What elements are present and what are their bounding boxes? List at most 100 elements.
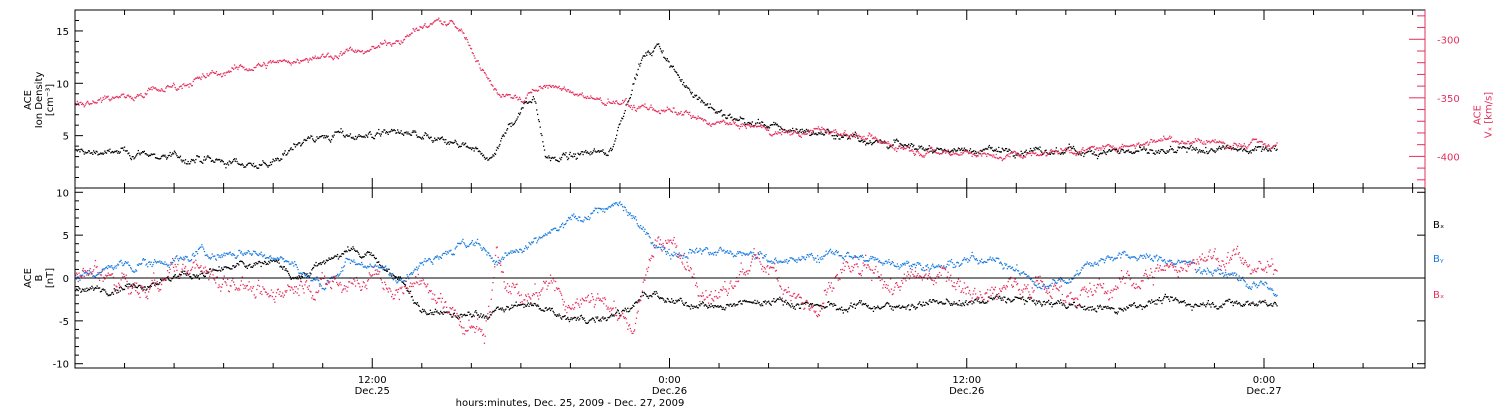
bx-point — [551, 307, 553, 310]
vx-speed-point — [573, 93, 575, 95]
ion-density-point — [726, 117, 729, 119]
bx-point — [1272, 303, 1275, 305]
by-point — [193, 255, 195, 257]
ion-density-point — [75, 149, 77, 151]
bx-point — [458, 315, 460, 317]
vx-speed-point — [321, 54, 323, 56]
ion-density-point — [579, 153, 582, 155]
bx-point — [218, 266, 220, 268]
by-point — [77, 276, 79, 278]
by-point — [549, 232, 552, 234]
ion-density-point — [366, 135, 368, 137]
vx-speed-point — [1170, 136, 1173, 138]
by-point — [353, 259, 355, 261]
bx-point — [1096, 305, 1099, 307]
vx-speed-point — [461, 30, 463, 32]
bx-point — [316, 265, 318, 267]
bx-point — [333, 256, 335, 258]
bx-point — [625, 309, 627, 311]
ion-density-point — [616, 134, 618, 136]
vx-speed-point — [506, 94, 509, 96]
ion-density-point — [755, 122, 757, 124]
bx-point — [609, 316, 611, 318]
ion-density-point — [603, 152, 605, 154]
vx-speed-point — [671, 110, 673, 112]
vx-speed-point — [419, 25, 421, 28]
vx-speed-point — [655, 110, 657, 112]
bx-point — [928, 300, 930, 302]
by-point — [578, 216, 580, 218]
ion-density-point — [401, 133, 403, 135]
by-point — [589, 217, 591, 219]
vx-speed-point — [97, 99, 99, 102]
vx-speed-point — [1054, 149, 1057, 152]
ion-density-point — [811, 133, 814, 135]
ion-density-point — [936, 147, 938, 149]
bx-point — [1213, 306, 1215, 308]
vx-speed-point — [1088, 147, 1090, 149]
ion-density-point — [873, 141, 875, 144]
by-point — [423, 260, 425, 262]
ion-density-point — [629, 97, 631, 99]
by-point — [604, 211, 606, 213]
vx-speed-point — [757, 125, 759, 127]
ion-density-point — [656, 43, 658, 45]
vx-speed-point — [1230, 149, 1233, 151]
bx-point — [919, 301, 921, 303]
bx-point — [1081, 306, 1083, 308]
vx-speed-point — [348, 47, 351, 50]
bx-point — [404, 284, 407, 286]
vx-speed-point — [214, 72, 216, 74]
vx-speed-point — [740, 123, 742, 125]
vx-speed-point — [1135, 145, 1137, 147]
ion-density-point — [823, 134, 825, 136]
vx-speed-point — [395, 40, 397, 42]
ion-density-point — [1099, 153, 1101, 155]
ion-density-point — [93, 150, 95, 152]
by-point — [101, 269, 103, 271]
vx-speed-point — [779, 132, 781, 134]
bx-point — [1167, 296, 1169, 298]
ion-density-point — [312, 139, 315, 142]
vx-speed-point — [253, 66, 255, 69]
ion-density-point — [165, 156, 167, 158]
bx-point — [637, 300, 639, 302]
by-point — [76, 276, 78, 278]
bx-point — [1074, 305, 1076, 307]
bx-point — [572, 317, 574, 319]
by-point — [326, 279, 328, 282]
by-point — [678, 252, 680, 254]
bx-point — [428, 313, 431, 315]
vx-speed-point — [1247, 146, 1249, 148]
bx-point — [744, 299, 746, 302]
bx-point — [203, 275, 206, 278]
ion-density-point — [863, 140, 865, 142]
by-point — [582, 221, 584, 223]
bx-point — [1043, 300, 1045, 303]
bx-point — [389, 272, 391, 274]
vx-speed-point — [307, 61, 309, 63]
by-point — [640, 225, 642, 227]
bx-point — [422, 310, 425, 313]
ion-density-point — [1121, 148, 1124, 151]
bx-point — [713, 305, 716, 307]
ion-density-point — [750, 123, 753, 125]
bx-point — [681, 300, 683, 302]
bx-point — [814, 304, 816, 306]
bx-point — [431, 313, 433, 315]
bx-point — [1139, 304, 1141, 306]
ion-density-point — [1243, 148, 1245, 150]
vx-speed-point — [1076, 153, 1078, 156]
ion-density-point — [288, 150, 291, 152]
by-point — [750, 252, 753, 254]
vx-speed-point — [239, 65, 241, 67]
vx-speed-point — [1153, 139, 1155, 141]
ion-density-point — [390, 130, 392, 132]
ion-density-point — [612, 145, 614, 148]
by-point — [621, 203, 623, 206]
by-point — [690, 252, 692, 254]
bx-point — [502, 309, 504, 311]
ion-density-point — [418, 136, 420, 138]
ion-density-point — [107, 149, 109, 151]
bx-point — [940, 301, 942, 303]
